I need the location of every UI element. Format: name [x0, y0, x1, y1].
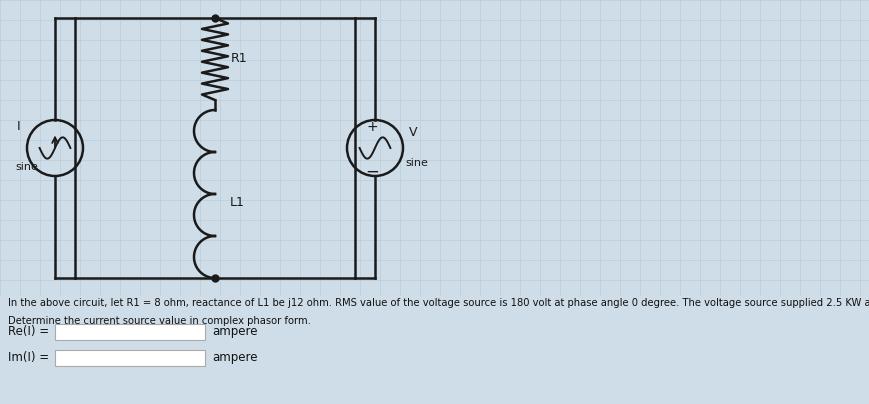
Text: sine: sine: [15, 162, 38, 172]
Text: ampere: ampere: [212, 326, 257, 339]
Text: Re(I) =: Re(I) =: [8, 326, 49, 339]
Text: L1: L1: [229, 196, 244, 208]
Text: Determine the current source value in complex phasor form.: Determine the current source value in co…: [8, 316, 310, 326]
Text: ampere: ampere: [212, 351, 257, 364]
Text: −: −: [365, 163, 379, 181]
Text: Im(I) =: Im(I) =: [8, 351, 49, 364]
Text: I: I: [17, 120, 21, 133]
Text: R1: R1: [231, 53, 248, 65]
Text: +: +: [366, 120, 377, 134]
Text: In the above circuit, let R1 = 8 ohm, reactance of L1 be j12 ohm. RMS value of t: In the above circuit, let R1 = 8 ohm, re…: [8, 298, 869, 308]
FancyBboxPatch shape: [55, 324, 205, 340]
FancyBboxPatch shape: [55, 350, 205, 366]
Text: V: V: [408, 126, 417, 139]
Text: sine: sine: [405, 158, 428, 168]
